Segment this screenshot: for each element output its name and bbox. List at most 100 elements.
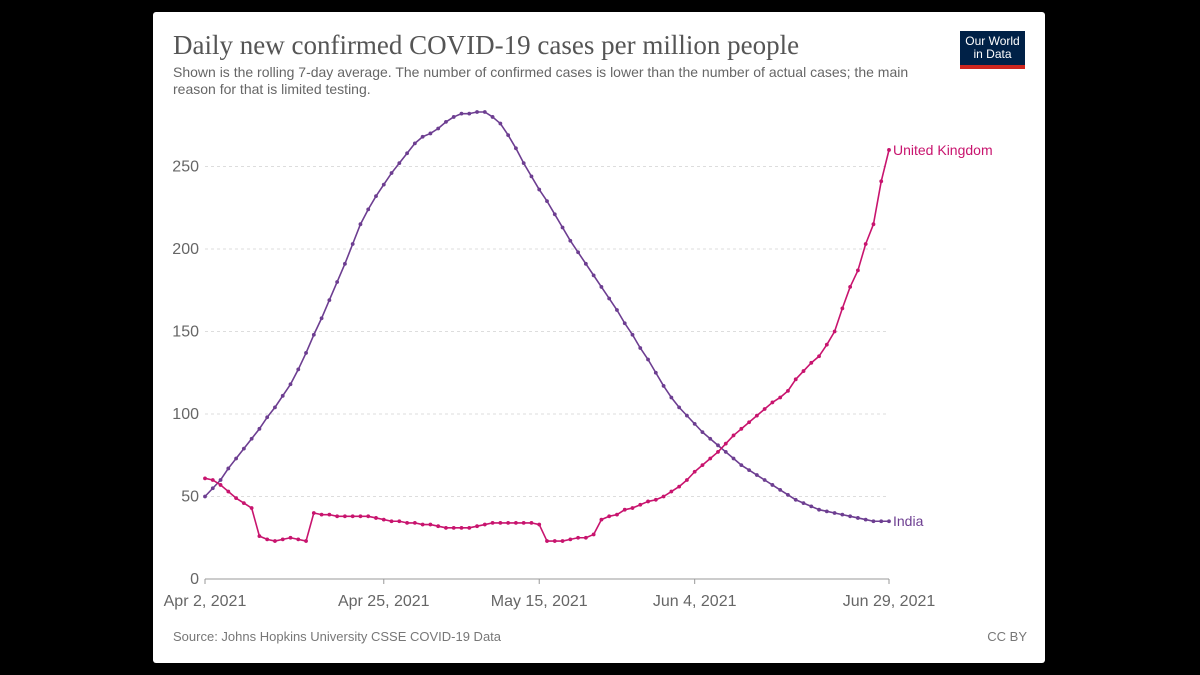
data-point-uk[interactable] (420, 522, 425, 527)
data-point-india[interactable] (366, 207, 371, 212)
data-point-uk[interactable] (459, 525, 464, 530)
data-point-uk[interactable] (560, 539, 565, 543)
data-point-india[interactable] (747, 468, 751, 472)
data-point-india[interactable] (514, 146, 518, 151)
source-note[interactable]: Source: Johns Hopkins University CSSE CO… (173, 629, 502, 644)
data-point-india[interactable] (420, 134, 425, 139)
data-point-uk[interactable] (607, 514, 612, 519)
data-point-uk[interactable] (389, 519, 394, 524)
data-point-uk[interactable] (692, 469, 697, 474)
data-point-india[interactable] (280, 393, 285, 398)
data-point-india[interactable] (265, 415, 270, 420)
data-point-india[interactable] (498, 121, 503, 126)
data-point-india[interactable] (739, 463, 744, 468)
data-point-uk[interactable] (257, 534, 262, 538)
data-point-uk[interactable] (731, 433, 736, 438)
data-point-india[interactable] (599, 285, 604, 289)
data-point-india[interactable] (521, 161, 526, 166)
data-point-uk[interactable] (646, 499, 650, 504)
data-point-india[interactable] (467, 111, 472, 116)
data-point-india[interactable] (350, 242, 355, 246)
data-point-uk[interactable] (824, 342, 829, 347)
data-point-india[interactable] (848, 514, 853, 519)
data-point-uk[interactable] (739, 426, 744, 431)
data-point-india[interactable] (257, 426, 262, 431)
data-point-uk[interactable] (296, 537, 301, 542)
data-point-india[interactable] (591, 273, 596, 278)
data-point-uk[interactable] (801, 369, 806, 373)
data-point-uk[interactable] (747, 420, 751, 425)
series-label-india[interactable]: India (893, 513, 924, 529)
data-point-uk[interactable] (832, 329, 837, 334)
data-point-india[interactable] (241, 446, 246, 451)
data-point-uk[interactable] (770, 400, 775, 405)
data-point-uk[interactable] (871, 222, 876, 227)
data-point-india[interactable] (692, 421, 697, 426)
data-point-uk[interactable] (428, 522, 433, 527)
data-point-india[interactable] (832, 511, 837, 515)
data-point-india[interactable] (296, 367, 301, 372)
data-point-uk[interactable] (583, 535, 588, 540)
owid-logo[interactable]: Our World in Data (960, 31, 1025, 69)
data-point-india[interactable] (459, 111, 464, 116)
data-point-india[interactable] (840, 512, 845, 517)
license-link[interactable]: CC BY (987, 629, 1027, 644)
data-point-india[interactable] (451, 115, 456, 119)
data-point-uk[interactable] (506, 520, 511, 525)
data-point-india[interactable] (397, 161, 402, 166)
data-point-uk[interactable] (218, 483, 223, 487)
data-point-uk[interactable] (265, 537, 270, 542)
data-point-india[interactable] (786, 492, 790, 497)
data-point-uk[interactable] (840, 306, 845, 311)
data-point-india[interactable] (583, 261, 588, 266)
data-point-uk[interactable] (708, 456, 713, 461)
data-point-uk[interactable] (856, 268, 860, 273)
series-label-uk[interactable]: United Kingdom (893, 142, 993, 158)
data-point-uk[interactable] (793, 377, 798, 382)
data-point-uk[interactable] (436, 524, 441, 529)
data-point-uk[interactable] (545, 539, 549, 543)
data-point-uk[interactable] (280, 537, 285, 542)
data-point-india[interactable] (754, 473, 759, 477)
data-point-uk[interactable] (661, 494, 666, 499)
data-point-india[interactable] (817, 507, 821, 512)
data-point-uk[interactable] (552, 539, 557, 543)
data-point-uk[interactable] (669, 489, 674, 494)
data-point-india[interactable] (234, 456, 238, 461)
data-point-uk[interactable] (514, 520, 518, 525)
data-point-uk[interactable] (863, 242, 868, 246)
data-point-india[interactable] (560, 225, 565, 230)
data-point-india[interactable] (576, 250, 580, 255)
data-point-uk[interactable] (358, 514, 363, 519)
data-point-uk[interactable] (521, 520, 526, 525)
data-point-india[interactable] (412, 141, 417, 146)
data-point-india[interactable] (288, 382, 293, 387)
data-point-uk[interactable] (615, 512, 619, 517)
data-point-india[interactable] (778, 487, 783, 492)
data-point-uk[interactable] (304, 539, 308, 543)
data-point-uk[interactable] (879, 179, 884, 184)
data-point-uk[interactable] (343, 514, 347, 519)
data-point-uk[interactable] (241, 501, 246, 505)
data-point-india[interactable] (630, 332, 635, 337)
data-point-uk[interactable] (311, 511, 316, 515)
data-point-uk[interactable] (467, 525, 472, 530)
data-point-india[interactable] (708, 436, 713, 441)
data-point-uk[interactable] (638, 502, 643, 507)
data-point-india[interactable] (887, 519, 891, 524)
data-point-uk[interactable] (374, 516, 378, 520)
data-point-india[interactable] (343, 261, 347, 266)
data-point-uk[interactable] (210, 478, 215, 482)
data-point-uk[interactable] (226, 489, 231, 494)
data-point-uk[interactable] (249, 506, 254, 510)
data-point-uk[interactable] (475, 524, 479, 529)
data-point-india[interactable] (304, 351, 308, 355)
data-point-uk[interactable] (482, 522, 487, 527)
data-point-india[interactable] (490, 115, 495, 119)
data-point-uk[interactable] (319, 512, 324, 517)
data-point-india[interactable] (203, 494, 207, 499)
data-point-india[interactable] (226, 466, 231, 471)
data-point-uk[interactable] (335, 514, 340, 519)
data-point-india[interactable] (723, 450, 728, 454)
data-point-india[interactable] (273, 405, 277, 410)
